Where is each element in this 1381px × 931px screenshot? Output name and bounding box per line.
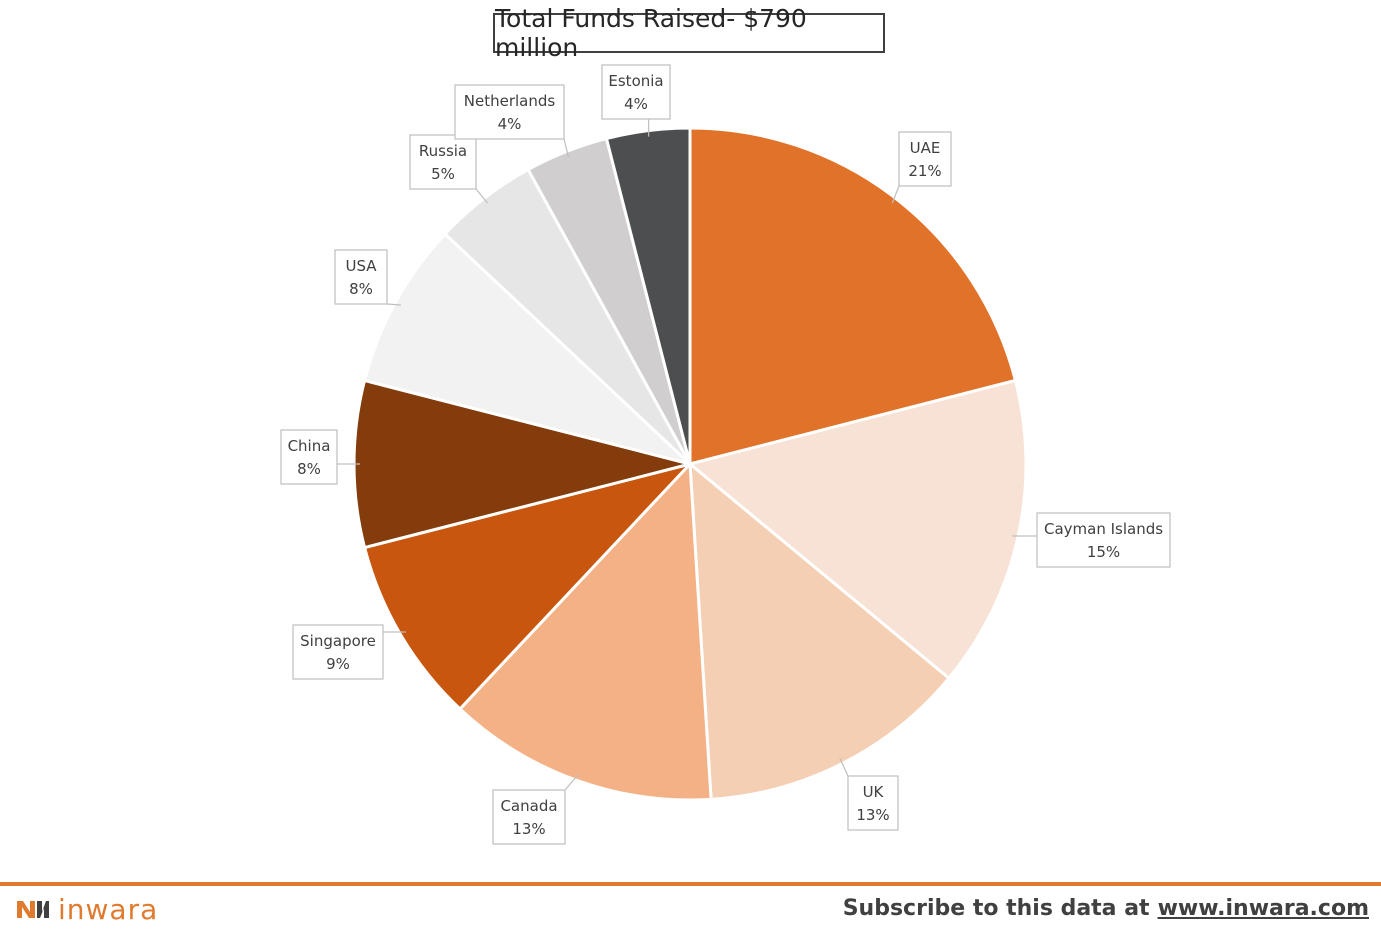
- data-label-name: Russia: [419, 142, 467, 160]
- leader-line: [475, 188, 489, 204]
- data-label-value: 15%: [1087, 543, 1120, 561]
- data-label-name: Cayman Islands: [1044, 520, 1163, 538]
- pie-slice-cayman-islands: [686, 378, 1028, 681]
- leader-line: [386, 303, 401, 306]
- pie-slice-canada: [457, 460, 713, 802]
- data-label-name: UAE: [910, 139, 941, 157]
- inwara-logo-icon: [17, 901, 49, 918]
- data-label-name: USA: [345, 257, 377, 275]
- brand-name: inwara: [58, 892, 159, 926]
- data-label-value: 5%: [431, 165, 455, 183]
- leader-line: [564, 774, 579, 791]
- data-label-box: [847, 775, 899, 831]
- data-label-name: Estonia: [608, 72, 663, 90]
- leader-lines: [337, 119, 1037, 791]
- subscribe-text: Subscribe to this data at: [842, 895, 1150, 921]
- data-label-box: [280, 429, 338, 485]
- data-label-value: 21%: [908, 162, 941, 180]
- data-label-box: [1036, 512, 1171, 568]
- pie-slice-singapore: [362, 461, 695, 712]
- data-label-name: Canada: [500, 797, 557, 815]
- data-label-box: [292, 624, 384, 680]
- data-label-box: [492, 789, 566, 845]
- data-label-name: China: [288, 437, 331, 455]
- data-label-box: [334, 249, 388, 305]
- data-label-box: [601, 64, 671, 120]
- data-label-box: [454, 84, 565, 140]
- subscribe-link[interactable]: www.inwara.com: [1157, 895, 1369, 921]
- leader-line: [839, 757, 849, 777]
- data-label-value: 8%: [349, 280, 373, 298]
- data-label-value: 8%: [297, 460, 321, 478]
- pie-slice-estonia: [604, 126, 692, 465]
- leader-line: [563, 138, 570, 158]
- data-label-name: Singapore: [300, 632, 376, 650]
- data-label-box: [898, 131, 952, 187]
- data-label-value: 4%: [498, 115, 522, 133]
- data-label-box: [409, 134, 477, 190]
- pie-slices: [352, 126, 1028, 802]
- pie-slice-usa: [362, 231, 692, 466]
- subscribe-banner: Subscribe to this data at www.inwara.com: [843, 893, 1369, 923]
- brand-logo[interactable]: inwara: [16, 891, 158, 927]
- footer-divider: [0, 882, 1381, 886]
- data-label-value: 4%: [624, 95, 648, 113]
- data-label-name: Netherlands: [464, 92, 556, 110]
- pie-slice-uae: [688, 126, 1018, 466]
- pie-chart: UAE 21% Cayman Islands 15% UK 13% Canada 13% Sin…: [280, 64, 1171, 845]
- data-labels: UAE 21% Cayman Islands 15% UK 13% Canada 13% Sin…: [280, 64, 1171, 845]
- leader-line: [891, 185, 900, 204]
- data-label-value: 13%: [856, 806, 889, 824]
- data-label-value: 13%: [512, 820, 545, 838]
- data-label-value: 9%: [326, 655, 350, 673]
- data-label-name: UK: [863, 783, 885, 801]
